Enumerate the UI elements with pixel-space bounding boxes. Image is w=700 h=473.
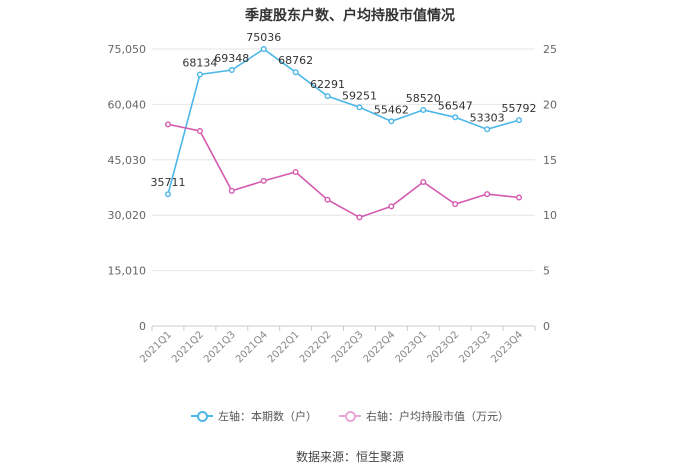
data-point-avg-value bbox=[228, 187, 235, 194]
data-point-avg-value bbox=[388, 203, 395, 210]
data-label-households: 68134 bbox=[182, 57, 217, 70]
legend-label-avg-value: 右轴：户均持股市值（万元） bbox=[366, 410, 509, 423]
left-axis-tick-label: 45,030 bbox=[108, 154, 147, 167]
x-axis-category-label: 2022Q1 bbox=[266, 329, 302, 365]
data-point-avg-value bbox=[356, 214, 363, 221]
legend: 左轴：本期数（户） 右轴：户均持股市值（万元） bbox=[0, 408, 700, 424]
chart-title: 季度股东户数、户均持股市值情况 bbox=[245, 8, 455, 24]
x-axis-category-label: 2021Q2 bbox=[170, 329, 206, 365]
x-axis-category-label: 2021Q3 bbox=[202, 329, 238, 365]
x-axis-category-label: 2023Q1 bbox=[394, 329, 430, 365]
data-point-households bbox=[196, 71, 203, 78]
left-axis-tick-label: 15,010 bbox=[108, 265, 147, 278]
legend-item-households[interactable]: 左轴：本期数（户） bbox=[191, 408, 317, 424]
data-point-households bbox=[452, 114, 459, 121]
x-axis-category-label: 2023Q4 bbox=[489, 329, 525, 365]
data-point-households bbox=[356, 104, 363, 111]
data-point-avg-value bbox=[452, 201, 459, 208]
data-label-households: 69348 bbox=[214, 52, 249, 65]
data-point-households bbox=[388, 118, 395, 125]
data-point-households bbox=[292, 69, 299, 76]
data-point-avg-value bbox=[420, 178, 427, 185]
left-axis-tick-label: 30,020 bbox=[108, 209, 147, 222]
data-point-avg-value bbox=[324, 196, 331, 203]
data-point-avg-value bbox=[260, 177, 267, 184]
x-axis-category-label: 2022Q2 bbox=[298, 329, 334, 365]
data-point-households bbox=[164, 191, 171, 198]
data-label-households: 59251 bbox=[342, 89, 377, 102]
data-label-households: 55462 bbox=[374, 103, 409, 116]
data-point-households bbox=[516, 117, 523, 124]
data-point-households bbox=[484, 126, 491, 133]
data-point-avg-value bbox=[292, 168, 299, 175]
data-label-households: 35711 bbox=[150, 176, 185, 189]
x-axis-category-label: 2023Q3 bbox=[457, 329, 493, 365]
x-axis-category-label: 2022Q4 bbox=[362, 329, 398, 365]
data-point-avg-value bbox=[484, 191, 491, 198]
left-axis-tick-label: 0 bbox=[139, 320, 146, 333]
data-point-avg-value bbox=[196, 127, 203, 134]
series-line-avg-value bbox=[167, 123, 520, 219]
data-label-households: 55792 bbox=[502, 102, 537, 115]
data-point-households bbox=[420, 107, 427, 114]
legend-line-marker-icon bbox=[339, 411, 361, 422]
data-point-avg-value bbox=[164, 121, 171, 128]
data-point-households bbox=[324, 93, 331, 100]
right-axis-tick-label: 20 bbox=[543, 98, 557, 111]
data-label-households: 56547 bbox=[438, 99, 473, 112]
data-point-households bbox=[228, 67, 235, 74]
x-axis-category-label: 2021Q1 bbox=[138, 329, 174, 365]
data-point-avg-value bbox=[516, 194, 523, 201]
data-point-households bbox=[260, 46, 267, 53]
data-label-households: 58520 bbox=[406, 92, 441, 105]
right-axis-tick-label: 25 bbox=[543, 43, 557, 56]
x-axis-category-label: 2022Q3 bbox=[330, 329, 366, 365]
legend-item-avg-value[interactable]: 右轴：户均持股市值（万元） bbox=[339, 408, 509, 424]
right-axis-tick-label: 15 bbox=[543, 154, 557, 167]
left-axis-tick-label: 60,040 bbox=[108, 98, 147, 111]
right-axis-tick-label: 5 bbox=[543, 265, 550, 278]
series-line-households bbox=[167, 48, 520, 195]
data-label-households: 75036 bbox=[246, 31, 281, 44]
data-source: 数据来源：恒生聚源 bbox=[295, 450, 404, 464]
right-axis-tick-label: 10 bbox=[543, 209, 557, 222]
x-axis-category-label: 2021Q4 bbox=[234, 329, 270, 365]
legend-line-marker-icon bbox=[191, 411, 213, 422]
legend-label-households: 左轴：本期数（户） bbox=[218, 410, 317, 423]
data-label-households: 68762 bbox=[278, 54, 313, 67]
x-axis-category-label: 2023Q2 bbox=[425, 329, 461, 365]
data-label-households: 53303 bbox=[470, 111, 505, 124]
data-label-households: 62291 bbox=[310, 78, 345, 91]
right-axis-tick-label: 0 bbox=[543, 320, 550, 333]
left-axis-tick-label: 75,050 bbox=[108, 43, 147, 56]
